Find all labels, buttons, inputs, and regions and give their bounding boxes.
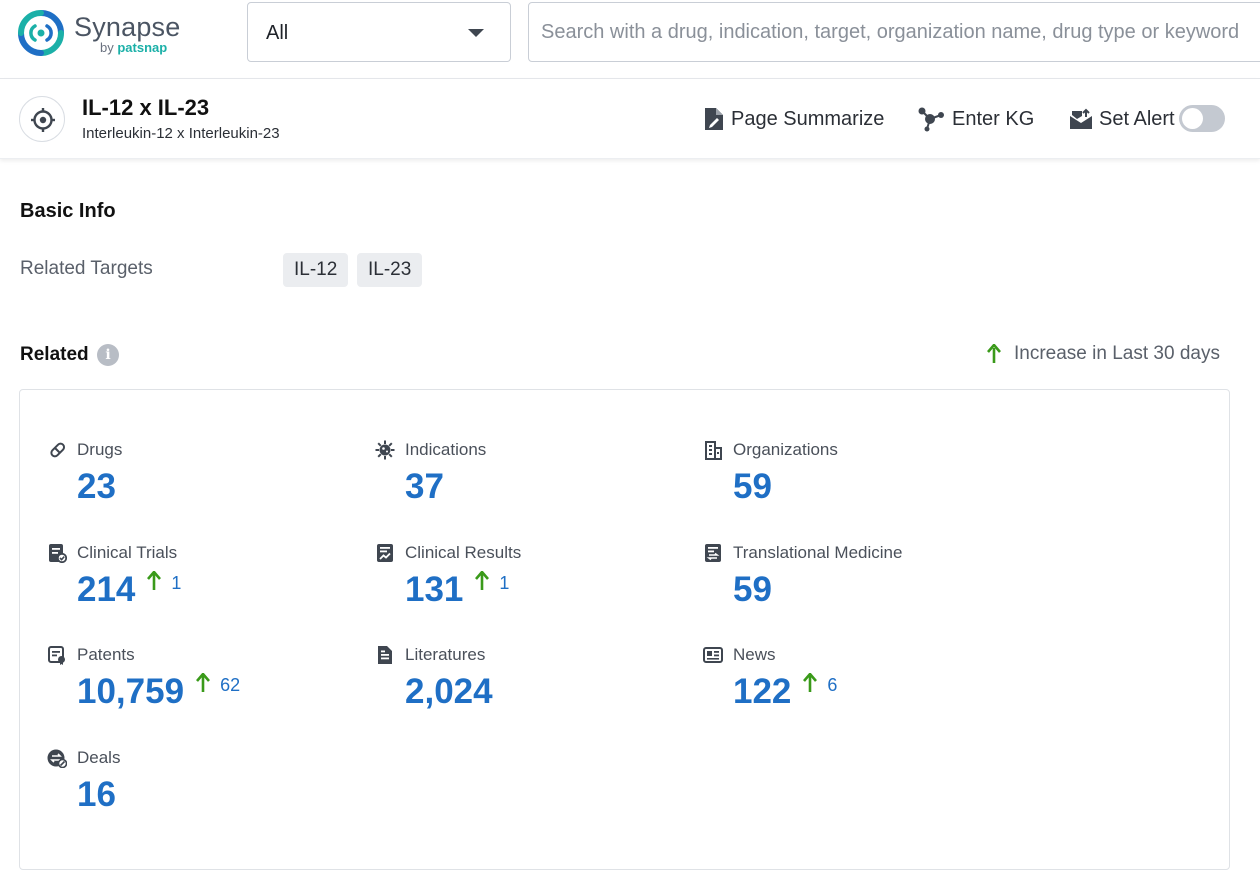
stat-value: 10,759 (77, 671, 184, 713)
stat-increase-value: 1 (171, 573, 181, 594)
pill-icon (47, 440, 67, 460)
stat-label: Deals (77, 748, 120, 768)
stat-value: 59 (733, 569, 772, 611)
caret-down-icon (468, 29, 484, 37)
byline-prefix: by (100, 40, 114, 55)
stat-increase-value: 6 (827, 675, 837, 696)
stat-value: 16 (77, 774, 116, 816)
stat-patents[interactable]: Patents 10,759 62 (47, 645, 347, 735)
stat-label: Literatures (405, 645, 485, 665)
arrow-up-icon (196, 673, 210, 693)
stat-label: Organizations (733, 440, 838, 460)
stat-clinical-results[interactable]: Clinical Results 131 1 (375, 543, 675, 633)
stat-drugs[interactable]: Drugs 23 (47, 440, 347, 530)
search-box (528, 2, 1260, 62)
alert-mail-icon (1069, 108, 1093, 130)
related-stats-card: Drugs 23 Indications 37 (19, 389, 1230, 870)
increase-legend: Increase in Last 30 days (986, 343, 1220, 365)
stat-value: 214 (77, 569, 135, 611)
news-icon (703, 645, 723, 665)
stat-label: Drugs (77, 440, 122, 460)
document-edit-icon (703, 107, 725, 131)
stat-label: Translational Medicine (733, 543, 902, 563)
stat-value: 2,024 (405, 671, 493, 713)
stat-news[interactable]: News 122 6 (703, 645, 1003, 735)
set-alert-button[interactable]: Set Alert (1069, 105, 1175, 133)
enter-kg-label: Enter KG (952, 108, 1034, 131)
page-title: IL-12 x IL-23 (82, 95, 209, 121)
arrow-up-icon (475, 571, 489, 591)
enter-kg-button[interactable]: Enter KG (916, 105, 1034, 133)
stat-increase: 1 (147, 571, 181, 594)
stat-label: Clinical Trials (77, 543, 177, 563)
basic-info-heading: Basic Info (20, 200, 116, 223)
stat-increase: 1 (475, 571, 509, 594)
stat-increase-value: 62 (220, 675, 240, 696)
target-header: IL-12 x IL-23 Interleukin-12 x Interleuk… (0, 79, 1260, 159)
patent-icon (47, 645, 67, 665)
stat-indications[interactable]: Indications 37 (375, 440, 675, 530)
stat-label: Patents (77, 645, 135, 665)
building-icon (703, 440, 723, 460)
stat-clinical-trials[interactable]: Clinical Trials 214 1 (47, 543, 347, 633)
stat-organizations[interactable]: Organizations 59 (703, 440, 1003, 530)
stat-deals[interactable]: Deals 16 (47, 748, 347, 838)
app-byline: by patsnap (100, 40, 167, 55)
stat-increase-value: 1 (499, 573, 509, 594)
stat-literatures[interactable]: Literatures 2,024 (375, 645, 675, 735)
arrow-up-icon (986, 344, 1002, 364)
stat-increase: 6 (803, 673, 837, 696)
translational-medicine-icon (703, 543, 723, 563)
stat-label: Clinical Results (405, 543, 521, 563)
synapse-logo-icon (18, 10, 64, 56)
related-heading: Related (20, 344, 89, 366)
document-icon (375, 645, 395, 665)
clinical-results-icon (375, 543, 395, 563)
page-subtitle: Interleukin-12 x Interleukin-23 (82, 125, 280, 142)
clinical-trials-icon (47, 543, 67, 563)
arrow-up-icon (147, 571, 161, 591)
deals-icon (47, 748, 67, 768)
synapse-logo[interactable]: Synapse by patsnap (18, 10, 218, 60)
set-alert-toggle[interactable] (1179, 105, 1225, 132)
toggle-knob (1182, 108, 1203, 129)
stat-value: 37 (405, 466, 444, 508)
related-targets-label: Related Targets (20, 258, 153, 280)
byline-brand: patsnap (117, 40, 167, 55)
stat-translational-medicine[interactable]: Translational Medicine 59 (703, 543, 1003, 633)
page-summarize-button[interactable]: Page Summarize (703, 105, 884, 133)
search-input[interactable] (529, 3, 1260, 61)
stat-value: 59 (733, 466, 772, 508)
related-target-chip[interactable]: IL-12 (283, 253, 348, 287)
page-summarize-label: Page Summarize (731, 108, 884, 131)
stat-value: 131 (405, 569, 463, 611)
search-scope-select[interactable]: All (247, 2, 511, 62)
arrow-up-icon (803, 673, 817, 693)
app-name: Synapse (74, 12, 180, 43)
stat-increase: 62 (196, 673, 240, 696)
increase-legend-label: Increase in Last 30 days (1014, 343, 1220, 365)
stat-label: News (733, 645, 776, 665)
search-scope-value: All (266, 22, 288, 45)
stat-value: 122 (733, 671, 791, 713)
stat-value: 23 (77, 466, 116, 508)
stat-label: Indications (405, 440, 486, 460)
target-avatar (19, 96, 65, 142)
knowledge-graph-icon (916, 106, 946, 132)
virus-icon (375, 440, 395, 460)
top-bar: Synapse by patsnap All (0, 0, 1260, 79)
info-icon[interactable]: i (97, 344, 119, 366)
target-crosshair-icon (30, 107, 56, 133)
set-alert-label: Set Alert (1099, 108, 1175, 131)
related-target-chip[interactable]: IL-23 (357, 253, 422, 287)
